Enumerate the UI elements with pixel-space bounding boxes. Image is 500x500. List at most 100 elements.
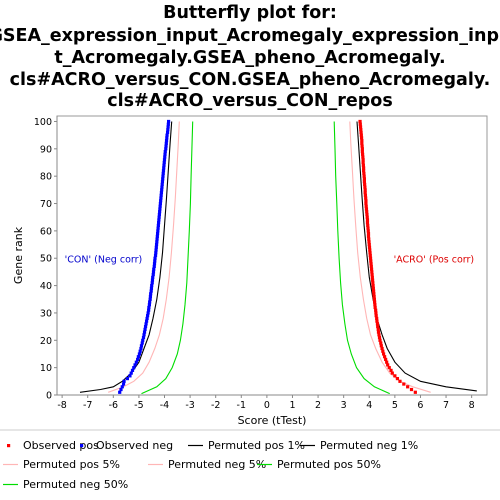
data-point — [141, 335, 146, 340]
x-axis-label: Score (tTest) — [238, 414, 307, 427]
data-point — [161, 174, 165, 178]
x-tick-label: 3 — [341, 400, 347, 411]
data-point — [142, 330, 147, 334]
data-point — [376, 325, 380, 329]
data-point — [134, 360, 138, 364]
data-point — [150, 283, 154, 288]
data-point — [157, 215, 161, 219]
data-point — [156, 226, 160, 230]
x-tick-label: 6 — [417, 400, 423, 411]
legend-label: Permuted neg 5% — [168, 458, 266, 471]
data-point — [163, 152, 167, 156]
data-point — [378, 338, 382, 342]
x-tick-label: -4 — [160, 400, 169, 411]
plot-frame — [56, 115, 488, 396]
data-point — [379, 341, 383, 345]
data-point — [365, 218, 370, 222]
data-point — [362, 171, 366, 176]
data-point — [376, 327, 380, 331]
data-point — [159, 193, 163, 197]
data-point — [370, 278, 375, 282]
data-point — [166, 119, 171, 124]
x-tick-label: -7 — [83, 400, 92, 411]
data-point — [154, 242, 159, 247]
legend-label: Permuted pos 5% — [23, 458, 120, 471]
data-point — [364, 204, 368, 208]
data-point — [151, 270, 156, 274]
data-point — [150, 278, 155, 282]
data-point — [362, 180, 366, 184]
data-point — [146, 314, 150, 318]
data-point — [159, 199, 163, 203]
data-point — [370, 275, 374, 279]
chart-title: Butterfly plot for: GSEA_expression_input… — [0, 3, 500, 111]
data-point — [132, 366, 136, 370]
series-line-permuted-pos-50- — [333, 121, 390, 395]
data-point — [368, 251, 372, 255]
y-tick-label: 60 — [40, 226, 52, 237]
data-point — [367, 245, 372, 249]
data-point — [118, 390, 122, 394]
legend-item: Permuted neg 5% — [148, 458, 266, 471]
series-line-permuted-neg-5- — [108, 121, 180, 393]
data-point — [359, 128, 363, 132]
data-point — [143, 327, 147, 331]
data-point — [155, 234, 159, 238]
series-points-observed-neg — [118, 119, 171, 394]
data-point — [162, 160, 166, 165]
data-point — [359, 136, 364, 140]
x-tick-label: -8 — [57, 400, 66, 411]
data-point — [129, 371, 133, 375]
data-point — [136, 355, 140, 359]
data-point — [387, 366, 391, 370]
data-point — [383, 355, 387, 359]
data-point — [128, 374, 132, 378]
data-point — [138, 349, 142, 353]
data-point — [153, 256, 157, 260]
data-point — [157, 221, 161, 225]
data-point — [149, 292, 153, 296]
data-point — [148, 294, 153, 299]
annotation-label: 'CON' (Neg corr) — [65, 255, 143, 266]
title-line: t_Acromegaly.GSEA_pheno_Acromegaly. — [54, 48, 445, 68]
series-layer — [79, 119, 477, 395]
data-point — [119, 387, 123, 392]
data-point — [380, 346, 384, 351]
data-point — [360, 149, 364, 154]
data-point — [372, 292, 376, 296]
data-point — [160, 180, 165, 184]
data-point — [361, 163, 365, 167]
data-point — [151, 273, 155, 277]
data-point — [157, 212, 161, 217]
data-point — [366, 226, 370, 230]
data-point — [374, 314, 378, 318]
data-point — [161, 177, 165, 181]
data-point — [363, 185, 367, 189]
data-point — [162, 166, 166, 170]
legend-label: Observed pos — [23, 439, 99, 452]
data-point — [369, 267, 374, 271]
data-point — [374, 311, 378, 315]
series-line-permuted-neg-1- — [79, 121, 173, 393]
data-point — [379, 344, 383, 348]
data-point — [393, 374, 397, 378]
data-point — [125, 376, 129, 381]
data-point — [377, 333, 381, 337]
data-point — [139, 344, 144, 348]
data-point — [368, 256, 373, 260]
y-tick-label: 70 — [40, 199, 52, 210]
x-tick-label: -5 — [134, 400, 143, 411]
data-point — [147, 308, 151, 312]
x-tick-label: 4 — [366, 400, 372, 411]
y-tick-label: 90 — [40, 144, 52, 155]
data-point — [360, 147, 364, 151]
data-point — [373, 305, 377, 310]
data-point — [402, 382, 406, 386]
data-point — [166, 125, 170, 129]
data-point — [162, 163, 166, 167]
data-point — [365, 215, 369, 219]
data-point — [362, 169, 366, 173]
data-point — [361, 152, 365, 156]
data-point — [156, 229, 160, 233]
